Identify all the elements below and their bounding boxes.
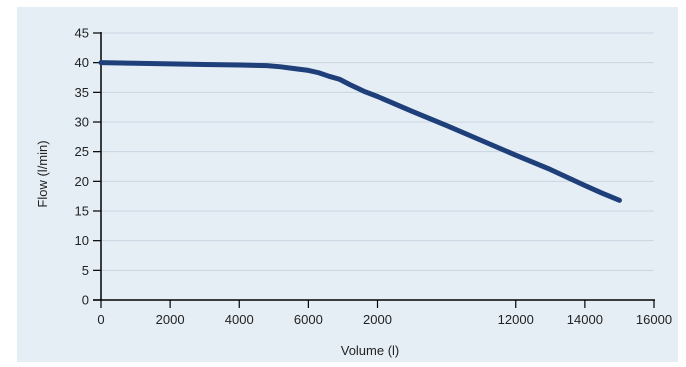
y-tick-label: 5 [82, 263, 89, 278]
y-axis-title: Flow (l/min) [35, 140, 50, 207]
series-line [98, 60, 622, 203]
x-tick-label: 0 [97, 312, 104, 327]
y-tick-label: 40 [75, 55, 89, 70]
y-tick-label: 35 [75, 85, 89, 100]
y-tick-label: 30 [75, 115, 89, 130]
x-tick-label: 12000 [498, 312, 534, 327]
y-tick-label: 45 [75, 26, 89, 41]
ticks: 0 5 10 15 20 25 30 35 40 45 0 2000 4000 6000 2000 12000… [75, 26, 673, 328]
x-tick-label: 6000 [294, 312, 323, 327]
y-tick-label: 10 [75, 233, 89, 248]
x-tick-label: 2000 [363, 312, 392, 327]
y-tick-label: 0 [82, 293, 89, 308]
grid-lines [101, 32, 654, 271]
x-tick-label: 4000 [225, 312, 254, 327]
flow-volume-chart: 0 5 10 15 20 25 30 35 40 45 0 2000 4000 6000 2000 12000… [35, 26, 673, 359]
y-tick-label: 25 [75, 144, 89, 159]
y-tick-label: 20 [75, 174, 89, 189]
x-tick-label: 16000 [636, 312, 672, 327]
x-tick-label: 14000 [567, 312, 603, 327]
chart-panel: 0 5 10 15 20 25 30 35 40 45 0 2000 4000 6000 2000 12000… [17, 7, 678, 362]
x-axis-title: Volume (l) [341, 343, 400, 358]
axes [93, 32, 655, 301]
x-tick-label: 2000 [156, 312, 185, 327]
y-tick-label: 15 [75, 204, 89, 219]
